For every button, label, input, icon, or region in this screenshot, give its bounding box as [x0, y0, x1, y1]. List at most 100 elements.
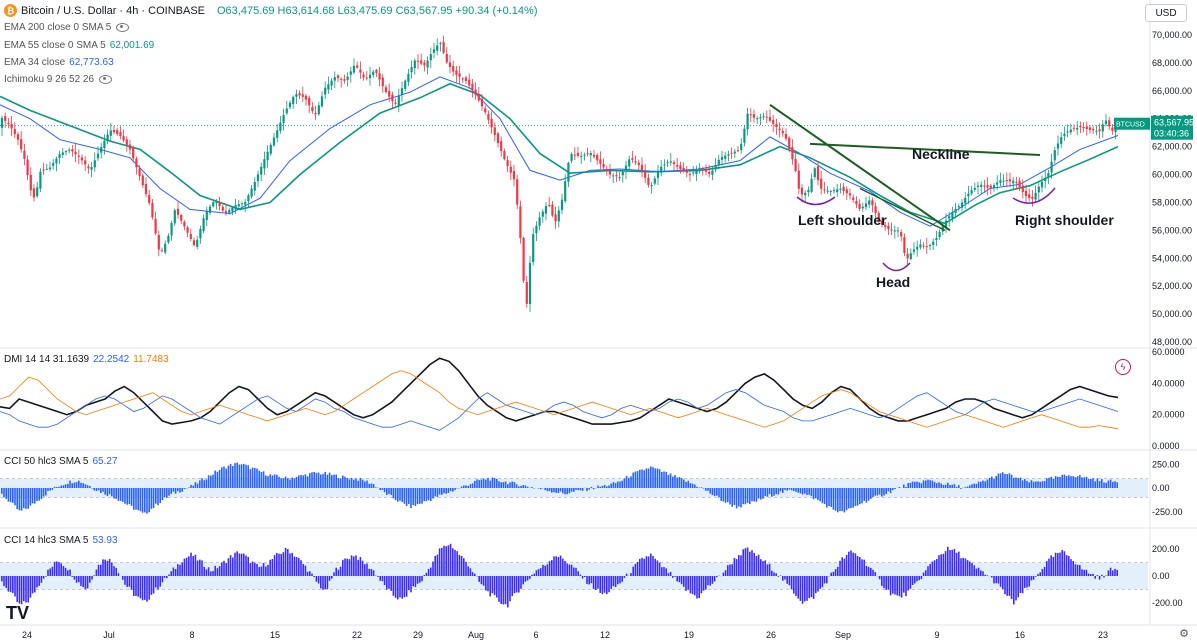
candle-body: [816, 166, 820, 181]
cci14-bar: [298, 557, 300, 576]
cci50-bar: [199, 480, 201, 488]
cci14-bar: [1059, 552, 1061, 576]
cci14-bar: [1037, 574, 1039, 576]
cci50-bar: [562, 488, 564, 494]
indicator-ichimoku[interactable]: Ichimoku 9 26 52 26: [4, 74, 113, 85]
cci50-bar: [1026, 480, 1028, 488]
cci14-bar: [744, 548, 747, 576]
cci14-bar: [608, 576, 610, 593]
cci50-bar: [1079, 475, 1081, 488]
cci50-bar: [757, 488, 760, 499]
cci14-bar: [529, 576, 531, 579]
cci50-bar: [111, 488, 113, 497]
cci50-bar: [575, 488, 577, 490]
cci50-bar: [403, 488, 406, 504]
cci50-bar: [914, 481, 916, 488]
candle-body: [765, 116, 768, 118]
cci50-bar: [1008, 473, 1011, 488]
cci50-bar: [45, 488, 47, 496]
cci14-bar: [458, 554, 461, 576]
cci14-bar: [834, 569, 837, 576]
candle-body: [935, 237, 938, 241]
cci50-bar: [346, 477, 348, 488]
cci50-bar: [337, 478, 340, 488]
cci14-bar: [991, 576, 993, 578]
candle-body: [362, 74, 365, 78]
currency-button[interactable]: USD: [1145, 4, 1187, 22]
cci14-bar: [832, 571, 835, 576]
candle-body: [493, 127, 496, 135]
candlestick-series: [0, 35, 1117, 312]
cci50-bar: [581, 488, 584, 491]
cci14-bar: [9, 576, 12, 593]
cci50-legend[interactable]: CCI 50 hlc3 SMA 5 65.27: [4, 456, 118, 467]
cci14-bar: [995, 576, 997, 584]
candle-body: [330, 80, 333, 86]
cci50-bar: [801, 488, 804, 495]
cci14-bar: [95, 569, 98, 576]
cci50-bar: [861, 488, 863, 504]
cci50-bar: [588, 488, 590, 490]
cci50-bar: [733, 488, 736, 506]
flash-icon[interactable]: ϟ: [1115, 359, 1131, 375]
cci14-bar: [1013, 576, 1015, 605]
cci50-bar: [397, 488, 399, 502]
dmi-legend[interactable]: DMI 14 14 31.1639 22.2542 11.7483: [4, 354, 169, 365]
cci50-bar: [174, 488, 177, 494]
cci14-bar: [60, 563, 62, 576]
candle-body: [432, 49, 436, 53]
cci14-bar: [683, 576, 685, 587]
candle-body: [932, 241, 935, 245]
eye-hidden-icon[interactable]: [99, 74, 113, 84]
cci14-bar: [680, 576, 683, 585]
cci14-legend[interactable]: CCI 14 hlc3 SMA 5 53.93: [4, 535, 118, 546]
cci14-bar: [212, 571, 214, 576]
cci14-bar: [276, 552, 278, 576]
indicator-ema200[interactable]: EMA 200 close 0 SMA 5: [4, 22, 130, 33]
settings-gear-icon[interactable]: ⚙: [1179, 628, 1189, 640]
cci14-bar: [408, 576, 410, 591]
time-tick-label: Jul: [103, 630, 115, 640]
cci50-bar: [632, 472, 634, 488]
cci14-bar: [337, 569, 340, 576]
cci14-bar: [1096, 575, 1099, 576]
time-tick-label: 9: [934, 630, 939, 640]
cci50-bar: [980, 481, 982, 488]
cci14-bar: [368, 568, 370, 576]
indicator-ema55[interactable]: EMA 55 close 0 SMA 5 62,001.69: [4, 40, 154, 51]
downtrend-line: [769, 103, 951, 232]
cci50-bar: [73, 482, 76, 488]
candle-body: [848, 193, 852, 196]
cci50-bar: [694, 484, 696, 488]
symbol-title[interactable]: Bitcoin / U.S. Dollar · 4h · COINBASE: [21, 4, 205, 17]
time-tick-label: 19: [684, 630, 694, 640]
candle-body: [1082, 126, 1085, 129]
candle-body: [20, 139, 23, 150]
candle-body: [487, 113, 490, 120]
cci50-bar: [249, 469, 252, 488]
cci50-bar: [313, 472, 315, 488]
candle-body: [208, 206, 212, 213]
price-tick-label: 50,000.00: [1152, 309, 1192, 319]
eye-hidden-icon[interactable]: [116, 22, 130, 32]
cci14-bar: [793, 576, 795, 594]
cci14-bar: [460, 555, 463, 576]
cci50-bar: [661, 471, 663, 488]
candle-body: [90, 167, 93, 170]
cci50-bar: [452, 488, 454, 492]
candle-body: [452, 65, 455, 72]
cci14-bar: [1087, 573, 1090, 576]
cci14-bar: [533, 573, 535, 576]
candle-body: [983, 185, 986, 187]
indicator-ema34[interactable]: EMA 34 close 62,773.63: [4, 57, 114, 68]
cci14-bar: [1032, 576, 1035, 580]
candle-body: [119, 132, 122, 137]
candle-body: [106, 134, 109, 142]
cci50-bar: [568, 488, 571, 494]
cci50-bar: [282, 478, 285, 488]
candle-body: [1040, 181, 1044, 188]
cci14-bar: [665, 568, 667, 576]
cci14-bar: [779, 575, 782, 576]
candle-body: [880, 220, 884, 225]
